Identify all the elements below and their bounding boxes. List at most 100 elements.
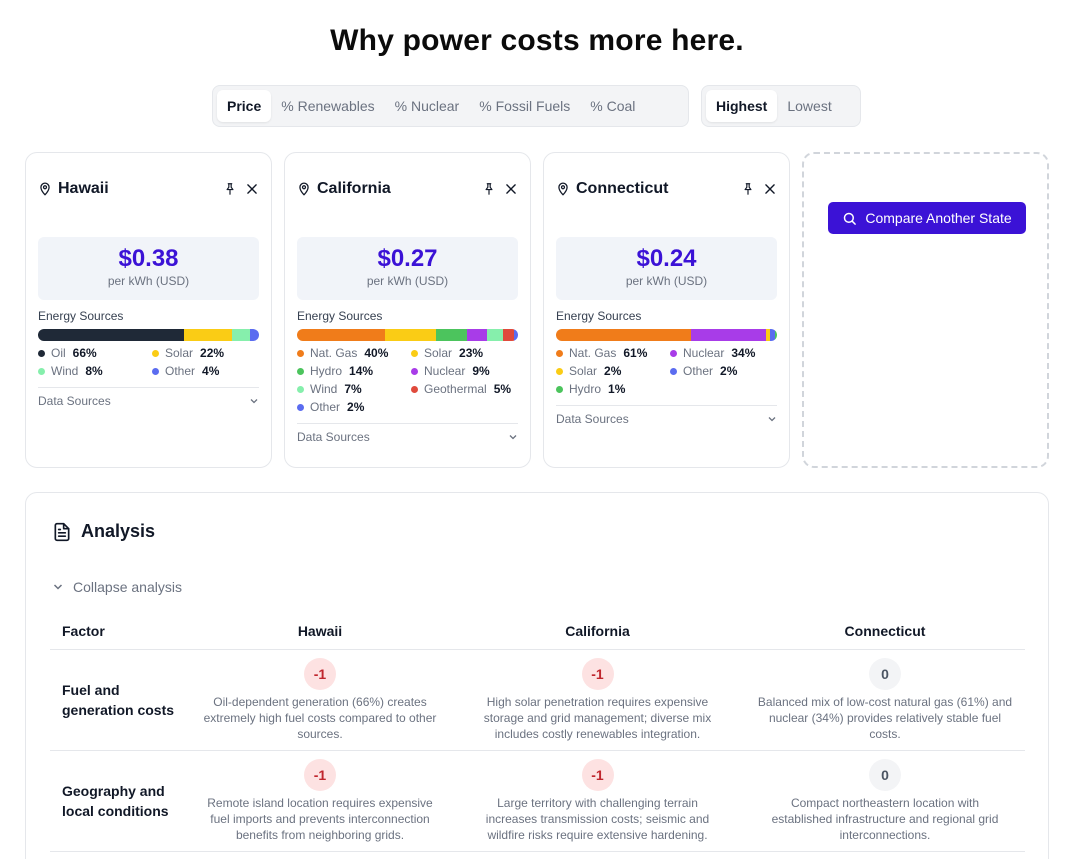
collapse-analysis-toggle[interactable]: Collapse analysis [52, 579, 182, 595]
legend-color-dot [411, 385, 418, 393]
legend-source-percent: 14% [349, 364, 374, 378]
legend-source-percent: 1% [608, 382, 626, 396]
cell-explanation: High solar penetration requires expensiv… [483, 695, 712, 741]
close-icon[interactable] [763, 182, 777, 196]
state-name: Connecticut [576, 180, 669, 197]
column-header-state: California [565, 623, 630, 639]
legend-color-dot [556, 367, 563, 375]
energy-bar-segment [232, 329, 251, 341]
data-sources-label: Data Sources [297, 430, 370, 444]
energy-bar-segment [385, 329, 437, 341]
legend-source-percent: 22% [200, 346, 225, 360]
order-option-lowest[interactable]: Lowest [787, 98, 832, 114]
legend-color-dot [152, 349, 159, 357]
legend-source-percent: 66% [72, 346, 97, 360]
legend-item: Other 4% [152, 364, 259, 378]
legend-item: Solar 22% [152, 346, 259, 360]
legend-source-name: Geothermal [424, 382, 487, 396]
energy-bar-segment [765, 329, 771, 341]
metric-option-price[interactable]: Price [217, 90, 272, 122]
score-badge: 0 [869, 759, 901, 791]
legend-source-name: Oil [51, 346, 66, 360]
legend-color-dot [556, 349, 563, 357]
energy-bar-segment [770, 329, 775, 341]
table-row: Geography and local conditions -1 Remote… [50, 751, 1025, 852]
metric-option-fossil-fuels[interactable]: % Fossil Fuels [479, 98, 571, 114]
metric-option-renewables[interactable]: % Renewables [281, 98, 375, 114]
location-pin-icon [40, 182, 50, 196]
location-pin-icon [299, 182, 309, 196]
energy-legend: Oil 66% Solar 22% Wind 8% Other 4% [38, 346, 259, 378]
legend-color-dot [670, 349, 677, 357]
price-box: $0.24 per kWh (USD) [556, 237, 777, 300]
energy-legend: Nat. Gas 40% Solar 23% Hydro 14% Nuclear 9% Wind… [297, 346, 518, 414]
compare-another-state-button[interactable]: Compare Another State [828, 202, 1026, 234]
state-name: Hawaii [58, 180, 109, 197]
factor-label: Geography and local conditions [62, 783, 169, 819]
price-value: $0.38 [118, 245, 179, 272]
table-cell: -1 High solar penetration requires expen… [450, 650, 745, 750]
legend-color-dot [297, 385, 304, 393]
legend-source-percent: 9% [472, 364, 490, 378]
chevron-down-icon [53, 584, 63, 590]
energy-legend: Nat. Gas 61% Nuclear 34% Solar 2% Other 2% Hydro… [556, 346, 777, 396]
energy-bar-segment [183, 329, 233, 341]
chevron-down-icon [508, 432, 518, 442]
column-header-state: Connecticut [844, 623, 926, 639]
search-icon [844, 212, 857, 225]
legend-source-percent: 2% [604, 364, 622, 378]
pin-icon[interactable] [741, 182, 755, 196]
energy-bar-segment [487, 329, 503, 341]
legend-source-percent: 4% [202, 364, 220, 378]
close-icon[interactable] [504, 182, 518, 196]
legend-source-name: Other [683, 364, 714, 378]
energy-bar-segment [513, 329, 518, 341]
pin-icon[interactable] [482, 182, 496, 196]
data-sources-label: Data Sources [556, 412, 629, 426]
data-sources-toggle[interactable]: Data Sources [38, 387, 259, 408]
state-card-connecticut: Connecticut $0.24 per kWh (USD) Energy S… [543, 152, 790, 468]
energy-bar-segment [38, 329, 184, 341]
legend-item: Nuclear 9% [411, 364, 518, 378]
data-sources-toggle[interactable]: Data Sources [556, 405, 777, 426]
legend-source-name: Solar [569, 364, 598, 378]
legend-item: Wind 8% [38, 364, 152, 378]
score-badge: -1 [304, 759, 336, 791]
close-icon[interactable] [245, 182, 259, 196]
legend-color-dot [411, 349, 418, 357]
legend-source-percent: 5% [493, 382, 512, 396]
price-unit: per kWh (USD) [366, 274, 449, 288]
energy-sources-label: Energy Sources [297, 309, 383, 323]
legend-source-name: Solar [424, 346, 453, 360]
pin-icon[interactable] [223, 182, 237, 196]
legend-item: Other 2% [670, 364, 777, 378]
legend-color-dot [411, 367, 418, 375]
legend-source-name: Solar [165, 346, 194, 360]
chevron-down-icon [249, 396, 259, 406]
legend-source-percent: 40% [364, 346, 389, 360]
order-option-highest[interactable]: Highest [706, 90, 778, 122]
legend-color-dot [38, 349, 45, 357]
cell-explanation: Compact northeastern location with estab… [771, 796, 999, 842]
legend-source-percent: 7% [344, 382, 362, 396]
analysis-title: Analysis [81, 521, 156, 541]
location-pin-icon [558, 182, 568, 196]
chevron-down-icon [767, 414, 777, 424]
legend-source-name: Wind [51, 364, 79, 378]
energy-mix-bar [297, 329, 518, 341]
legend-source-name: Other [310, 400, 341, 414]
legend-source-name: Nuclear [424, 364, 466, 378]
legend-item: Wind 7% [297, 382, 411, 396]
price-value: $0.24 [636, 245, 697, 272]
metric-toggle: Price % Renewables % Nuclear % Fossil Fu… [212, 85, 689, 127]
legend-source-name: Hydro [569, 382, 602, 396]
legend-source-percent: 8% [85, 364, 103, 378]
metric-option-coal[interactable]: % Coal [590, 98, 636, 114]
legend-item: Nuclear 34% [670, 346, 777, 360]
metric-option-nuclear[interactable]: % Nuclear [394, 98, 460, 114]
page-title: Why power costs more here. [330, 24, 744, 57]
legend-item: Geothermal 5% [411, 382, 518, 396]
data-sources-toggle[interactable]: Data Sources [297, 423, 518, 444]
legend-item: Hydro 1% [556, 382, 670, 396]
cell-explanation: Large territory with challenging terrain… [485, 796, 710, 842]
